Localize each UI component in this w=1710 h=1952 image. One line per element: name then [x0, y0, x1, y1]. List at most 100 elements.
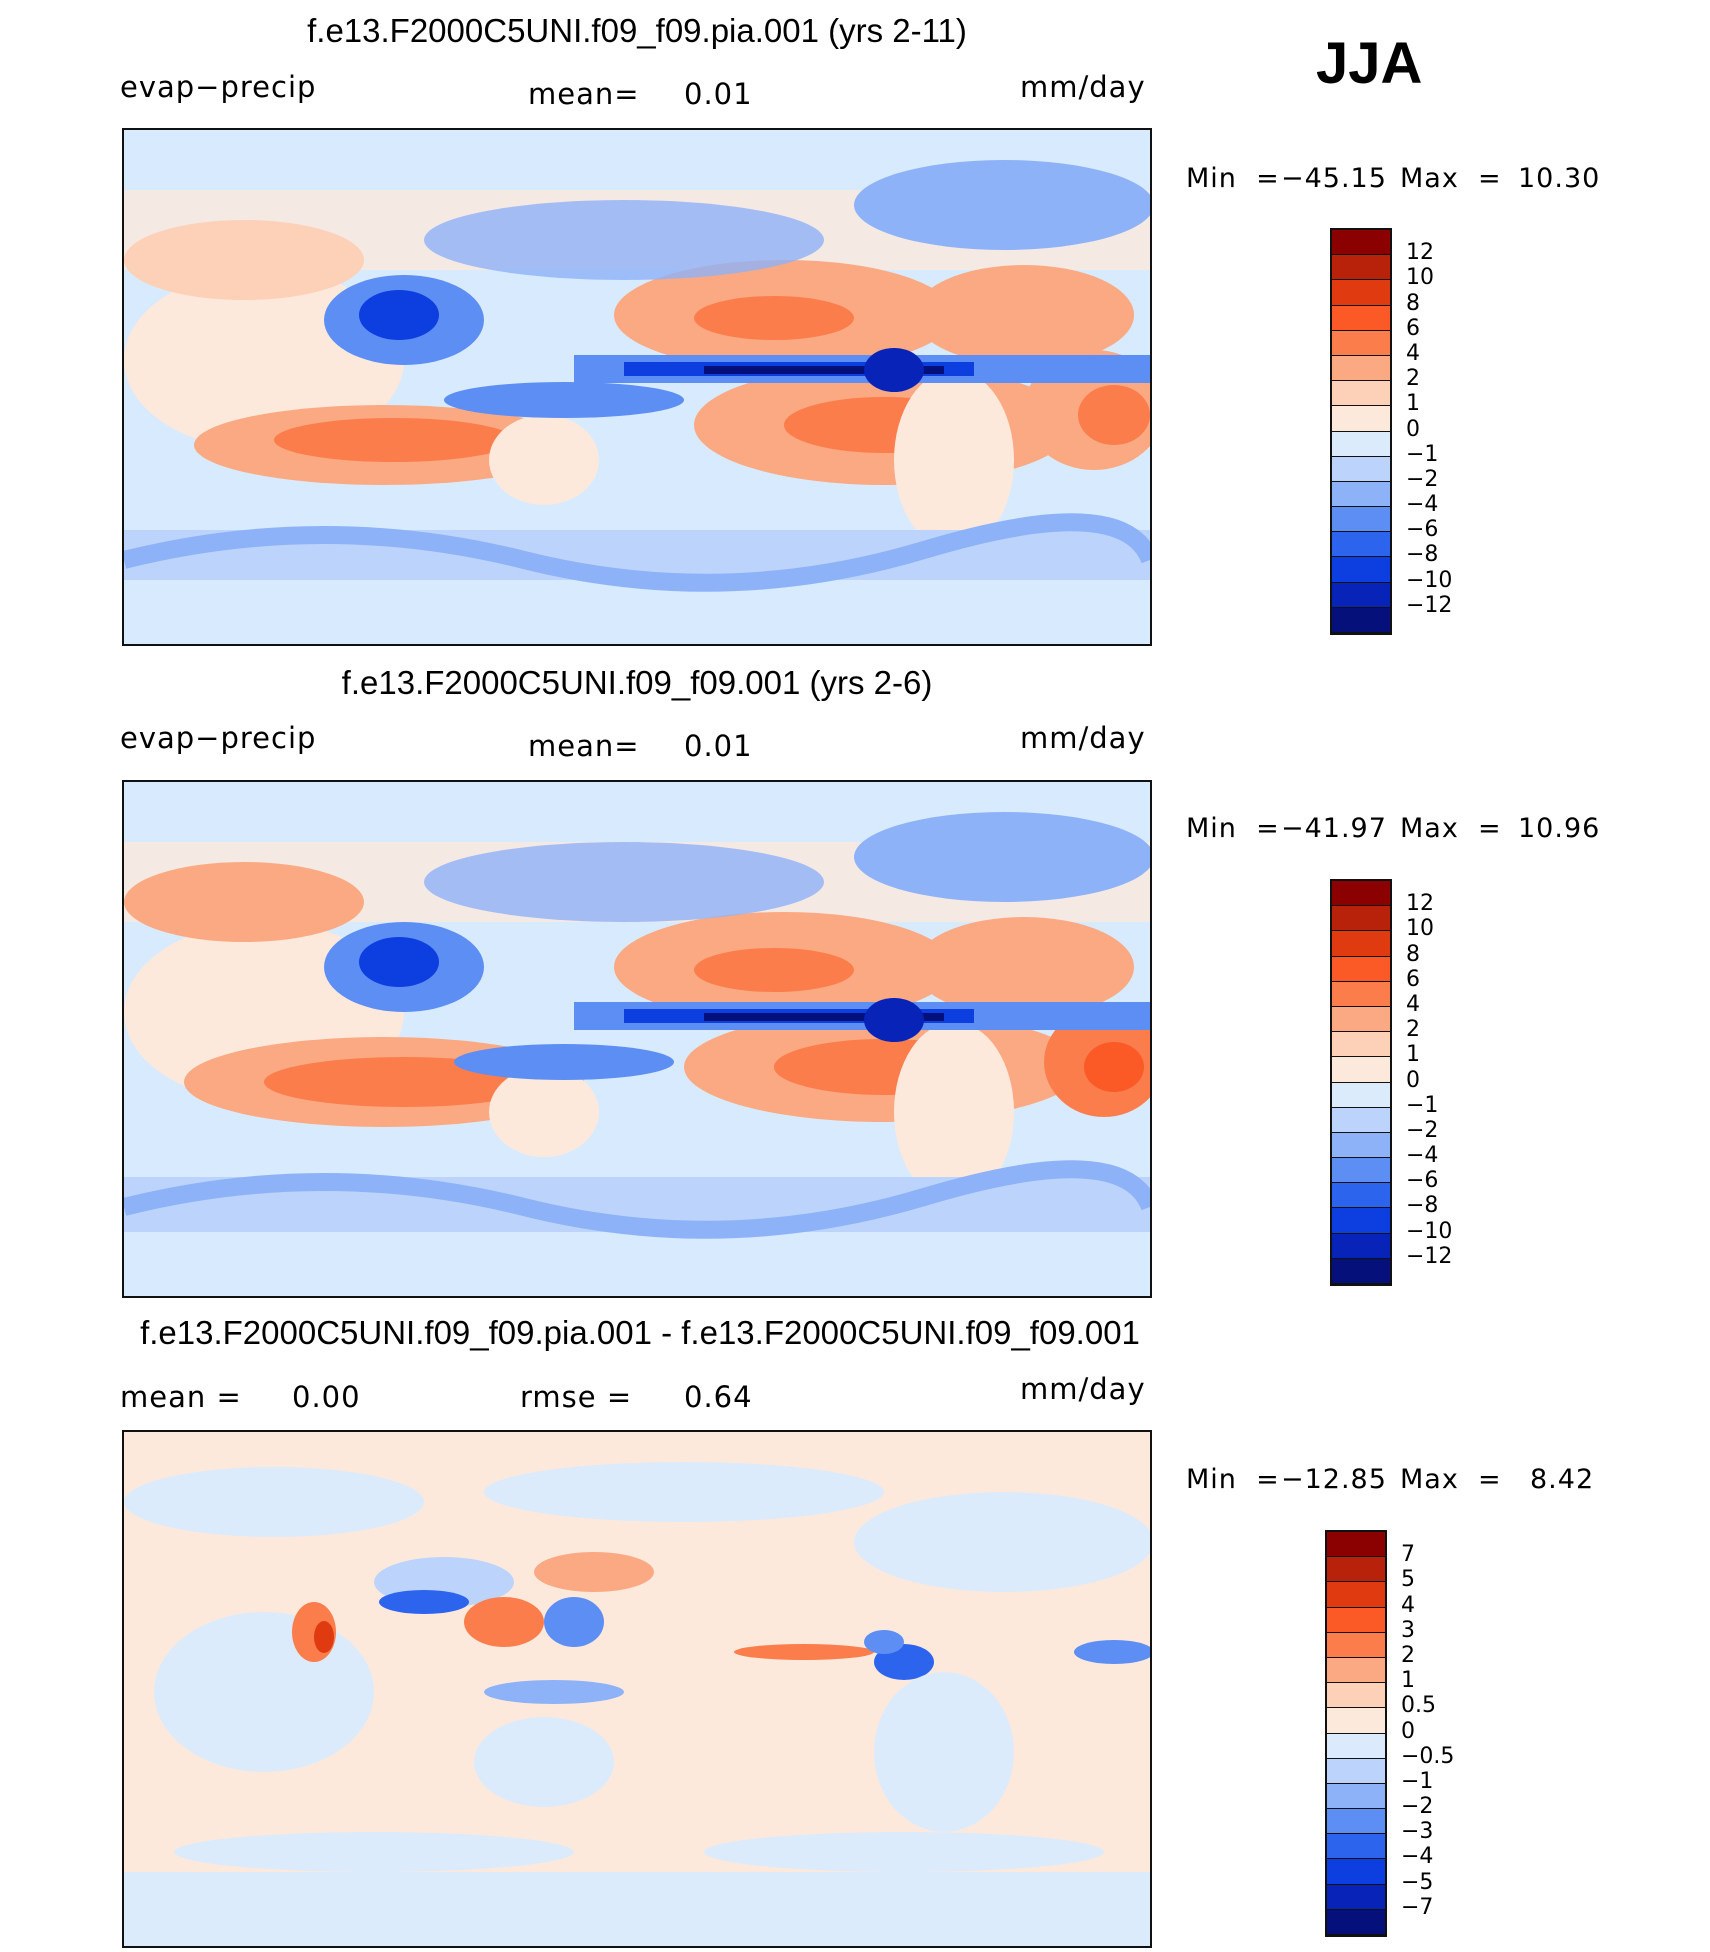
colorbar-segment [1327, 1758, 1385, 1784]
colorbar-segment [1332, 881, 1390, 907]
season-label: JJA [1316, 31, 1423, 96]
colorbar-segment [1332, 532, 1390, 558]
colorbar-tick-label: 6 [1406, 315, 1420, 341]
colorbar-segment [1327, 1557, 1385, 1583]
colorbar-tick-label: −7 [1401, 1894, 1434, 1920]
colorbar-segment [1327, 1859, 1385, 1885]
panel-3-colorbar [1325, 1530, 1387, 1937]
colorbar-segment [1332, 931, 1390, 957]
colorbar-tick-label: 1 [1401, 1668, 1415, 1694]
colorbar-tick-label: −6 [1406, 1168, 1439, 1194]
panel-1-map [122, 128, 1152, 646]
colorbar-segment [1332, 906, 1390, 932]
colorbar-segment [1332, 607, 1390, 633]
colorbar-segment [1327, 1708, 1385, 1734]
colorbar-segment [1332, 1082, 1390, 1108]
colorbar-tick-label: −5 [1401, 1869, 1434, 1895]
colorbar-tick-label: −2 [1406, 1117, 1439, 1143]
colorbar-tick-label: 8 [1406, 941, 1420, 967]
panel-3-max-label: Max = [1400, 1464, 1502, 1495]
colorbar-segment [1327, 1607, 1385, 1633]
colorbar-segment [1332, 507, 1390, 533]
colorbar-segment [1332, 1183, 1390, 1209]
colorbar-segment [1332, 557, 1390, 583]
colorbar-tick-label: −6 [1406, 517, 1439, 543]
panel-1-map-field [124, 130, 1150, 644]
colorbar-tick-label: −10 [1406, 1218, 1453, 1244]
colorbar-segment [1327, 1532, 1385, 1558]
panel-3-mean-value: 0.00 [292, 1380, 361, 1414]
colorbar-tick-label: 1 [1406, 391, 1420, 417]
panel-2-max-label: Max = [1400, 813, 1502, 844]
colorbar-segment [1332, 1107, 1390, 1133]
panel-1-colorbar [1330, 228, 1392, 635]
panel-2-variable-label: evap−precip [120, 721, 317, 755]
colorbar-tick-label: 4 [1401, 1592, 1415, 1618]
colorbar-tick-label: −4 [1401, 1844, 1434, 1870]
colorbar-tick-label: 8 [1406, 290, 1420, 316]
colorbar-tick-label: 12 [1406, 240, 1434, 266]
colorbar-tick-label: −10 [1406, 567, 1453, 593]
panel-2-units: mm/day [1020, 721, 1146, 755]
panel-3-rmse-value: 0.64 [684, 1380, 753, 1414]
colorbar-segment [1332, 1233, 1390, 1259]
panel-1-min-value: −45.15 [1281, 163, 1387, 194]
colorbar-segment [1327, 1783, 1385, 1810]
colorbar-tick-label: −12 [1406, 592, 1453, 618]
colorbar-tick-label: 7 [1401, 1542, 1415, 1568]
colorbar-segment [1327, 1834, 1385, 1860]
panel-3-title: f.e13.F2000C5UNI.f09_f09.pia.001 - f.e13… [140, 1314, 1140, 1351]
colorbar-segment [1332, 582, 1390, 608]
colorbar-segment [1332, 255, 1390, 281]
panel-2-min-label: Min = [1186, 813, 1280, 844]
colorbar-tick-label: −3 [1401, 1819, 1434, 1845]
colorbar-segment [1332, 1258, 1390, 1284]
colorbar-segment [1332, 406, 1390, 432]
colorbar-segment [1332, 431, 1390, 457]
colorbar-tick-label: −2 [1401, 1794, 1434, 1820]
colorbar-segment [1332, 1032, 1390, 1058]
colorbar-tick-label: 2 [1406, 366, 1420, 392]
colorbar-tick-label: −0.5 [1401, 1743, 1455, 1769]
colorbar-segment [1332, 981, 1390, 1007]
colorbar-segment [1332, 956, 1390, 982]
panel-1-mean-value: 0.01 [684, 77, 753, 111]
panel-1-variable-label: evap−precip [120, 70, 317, 104]
colorbar-tick-label: −8 [1406, 1193, 1439, 1219]
colorbar-tick-label: 1 [1406, 1042, 1420, 1068]
colorbar-tick-label: −2 [1406, 466, 1439, 492]
panel-2-map [122, 780, 1152, 1298]
colorbar-segment [1332, 280, 1390, 306]
panel-3-map-field [124, 1432, 1150, 1946]
colorbar-tick-label: 2 [1401, 1642, 1415, 1668]
colorbar-segment [1332, 330, 1390, 356]
panel-1-max-value: 10.30 [1518, 163, 1601, 194]
colorbar-segment [1332, 355, 1390, 382]
colorbar-segment [1327, 1809, 1385, 1835]
colorbar-tick-label: 0 [1406, 416, 1420, 442]
panel-1-units: mm/day [1020, 70, 1146, 104]
colorbar-segment [1327, 1657, 1385, 1684]
colorbar-segment [1332, 381, 1390, 407]
panel-3-map [122, 1430, 1152, 1948]
panel-3-mean-label: mean = [120, 1380, 242, 1414]
colorbar-tick-label: 10 [1406, 265, 1434, 291]
colorbar-segment [1327, 1733, 1385, 1759]
panel-2-min-value: −41.97 [1281, 813, 1387, 844]
panel-1-min-label: Min = [1186, 163, 1280, 194]
panel-1-max-label: Max = [1400, 163, 1502, 194]
colorbar-tick-label: 0.5 [1401, 1693, 1436, 1719]
colorbar-tick-label: 10 [1406, 916, 1434, 942]
colorbar-tick-label: −12 [1406, 1243, 1453, 1269]
colorbar-segment [1327, 1632, 1385, 1658]
colorbar-tick-label: −8 [1406, 542, 1439, 568]
colorbar-segment [1327, 1909, 1385, 1935]
colorbar-tick-label: −1 [1401, 1768, 1434, 1794]
colorbar-segment [1332, 1208, 1390, 1234]
colorbar-segment [1327, 1582, 1385, 1608]
colorbar-segment [1332, 1057, 1390, 1083]
panel-1-title: f.e13.F2000C5UNI.f09_f09.pia.001 (yrs 2-… [307, 12, 967, 49]
colorbar-segment [1332, 305, 1390, 331]
colorbar-tick-label: −1 [1406, 1092, 1439, 1118]
colorbar-tick-label: 6 [1406, 966, 1420, 992]
